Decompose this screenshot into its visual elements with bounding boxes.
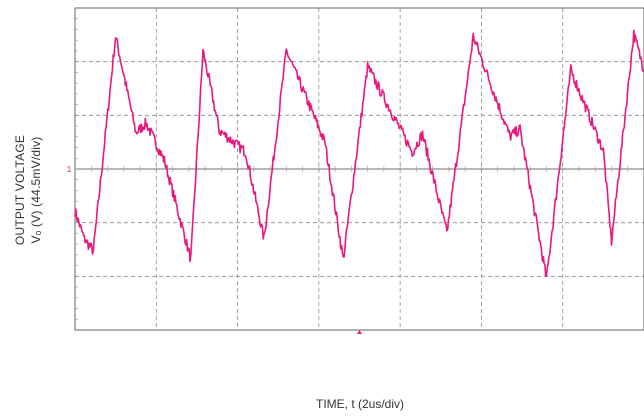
grid-layer: [75, 8, 644, 330]
trace-layer: [74, 29, 644, 278]
y-axis-label-line-2: Vₒ (V) (44.5mV/div): [29, 136, 43, 244]
marker-layer: 1: [67, 165, 362, 334]
trigger-marker: [357, 330, 362, 334]
channel-marker: 1: [67, 165, 72, 174]
y-axis-label-line-1: OUTPUT VOLTAGE: [13, 134, 27, 246]
voltage-trace: [74, 29, 644, 278]
x-axis-label: TIME, t (2us/div): [315, 397, 404, 411]
minor-ticks-layer: [74, 7, 644, 331]
y-axis-label: OUTPUT VOLTAGE Vₒ (V) (44.5mV/div): [4, 100, 52, 280]
